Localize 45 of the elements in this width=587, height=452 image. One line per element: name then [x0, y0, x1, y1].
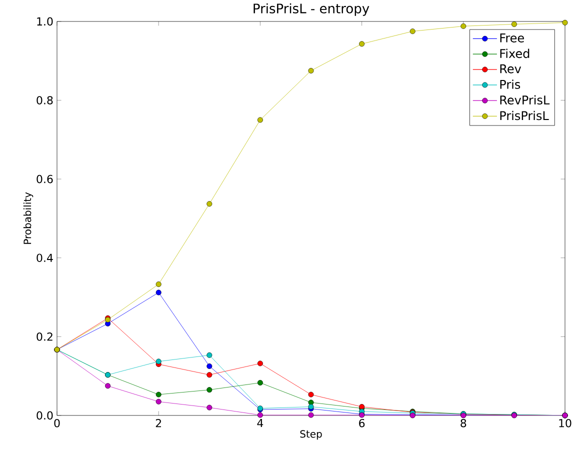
point [257, 380, 263, 386]
y-tick-label: 0.8 [36, 96, 53, 104]
point [257, 360, 263, 366]
point [156, 358, 162, 364]
legend-label: RevPrisL [500, 95, 550, 104]
point [511, 21, 517, 27]
point [156, 398, 162, 404]
x-tick-label: 10 [559, 418, 572, 428]
chart-title: PrisPrisL - entropy [254, 3, 370, 16]
x-axis-title: Step [300, 430, 322, 440]
point [206, 352, 212, 358]
y-tick-label: 0.2 [36, 332, 52, 341]
point [206, 200, 212, 206]
y-tick-label: 0.4 [36, 253, 53, 262]
point [359, 40, 365, 46]
point [206, 363, 212, 369]
point [410, 28, 416, 34]
point [105, 382, 111, 388]
point [562, 20, 568, 26]
legend-label: Fixed [500, 48, 530, 58]
point [257, 412, 263, 418]
y-tick-label: 1.0 [37, 17, 53, 26]
point [308, 392, 314, 398]
point [156, 281, 162, 287]
point [206, 372, 212, 378]
x-tick-label: 6 [359, 418, 365, 428]
y-tick-label: 0.6 [36, 174, 53, 183]
x-tick-label: 4 [257, 418, 264, 427]
legend-label: Pris [500, 79, 520, 89]
point [257, 116, 263, 122]
x-tick-label: 0 [54, 418, 60, 428]
legend-label: Rev [500, 64, 522, 74]
point [156, 290, 162, 296]
point [308, 412, 314, 418]
y-tick-label: 0.0 [36, 411, 53, 420]
point [308, 68, 314, 74]
legend-label: Free [500, 33, 524, 42]
legend-label: PrisPrisL [500, 110, 549, 120]
point [206, 386, 212, 392]
x-tick-label: 8 [460, 418, 466, 428]
point [206, 404, 212, 410]
y-axis-title: Probability [23, 192, 34, 244]
point [460, 23, 466, 29]
x-tick-label: 2 [156, 418, 161, 427]
point [156, 392, 162, 398]
